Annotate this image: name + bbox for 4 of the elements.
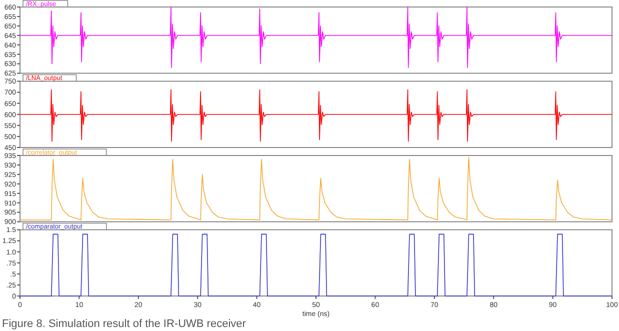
line-series [20, 6, 612, 68]
caption: Figure 8. Simulation result of the IR-UWB receiver [2, 318, 246, 330]
line-series [20, 156, 612, 220]
line-series [20, 89, 612, 142]
